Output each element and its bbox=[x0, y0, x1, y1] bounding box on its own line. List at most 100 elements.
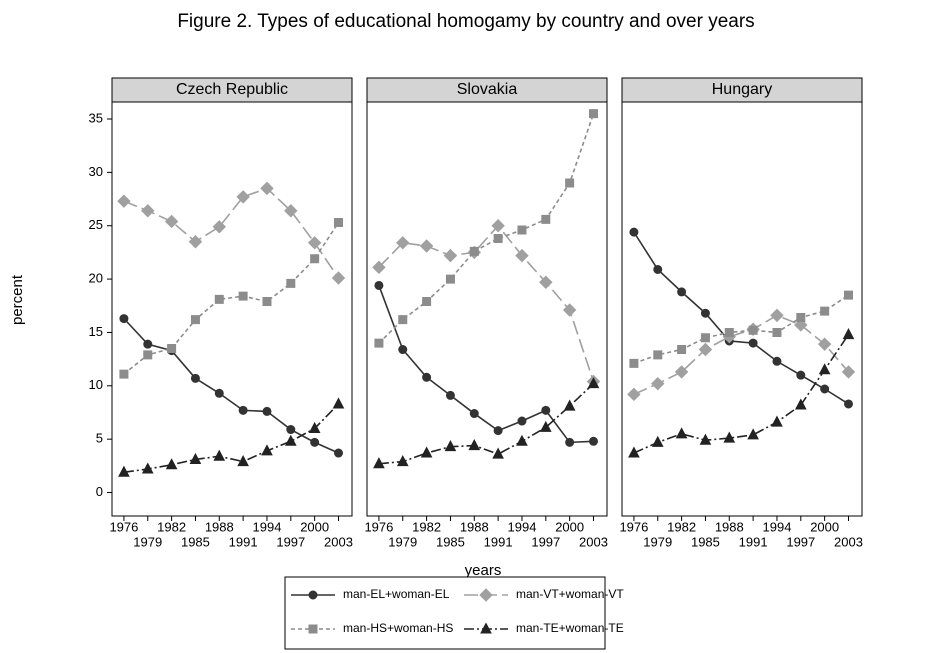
legend-label: man-EL+woman-EL bbox=[343, 587, 450, 601]
marker bbox=[143, 350, 153, 360]
panel-title: Hungary bbox=[712, 81, 772, 98]
marker bbox=[820, 306, 830, 316]
marker bbox=[262, 296, 272, 306]
series-line bbox=[633, 334, 850, 454]
legend-label: man-HS+woman-HS bbox=[343, 621, 453, 635]
x-tick-label: 1991 bbox=[484, 534, 513, 549]
marker bbox=[541, 214, 551, 224]
panel-title: Czech Republic bbox=[176, 81, 288, 98]
marker bbox=[517, 225, 527, 235]
x-tick-label: 1997 bbox=[276, 534, 305, 549]
marker bbox=[565, 437, 575, 447]
marker bbox=[843, 399, 853, 409]
marker bbox=[627, 387, 641, 402]
x-tick-label: 2003 bbox=[579, 534, 608, 549]
marker bbox=[820, 384, 830, 394]
x-tick-label: 1985 bbox=[181, 534, 210, 549]
y-tick-label: 20 bbox=[89, 271, 103, 286]
y-tick-label: 10 bbox=[89, 377, 103, 392]
x-tick-label: 1982 bbox=[667, 519, 696, 534]
marker bbox=[188, 235, 203, 249]
marker bbox=[165, 458, 178, 470]
series-line bbox=[633, 314, 850, 396]
marker bbox=[565, 178, 575, 188]
marker bbox=[374, 280, 384, 290]
marker bbox=[841, 365, 856, 379]
marker bbox=[796, 370, 806, 380]
marker bbox=[143, 339, 153, 349]
series-line bbox=[378, 285, 594, 444]
marker bbox=[308, 421, 321, 433]
marker bbox=[333, 448, 343, 458]
marker bbox=[396, 455, 409, 467]
x-tick-label: 1988 bbox=[205, 519, 234, 534]
x-tick-label: 1979 bbox=[133, 534, 162, 549]
x-tick-label: 1994 bbox=[763, 519, 792, 534]
marker bbox=[212, 220, 226, 234]
x-tick-label: 2000 bbox=[555, 519, 584, 534]
marker bbox=[771, 415, 783, 427]
marker bbox=[674, 365, 689, 379]
series-line bbox=[633, 231, 849, 405]
marker bbox=[262, 406, 272, 416]
x-tick-label: 1982 bbox=[157, 519, 186, 534]
marker bbox=[796, 313, 806, 323]
marker bbox=[261, 444, 273, 456]
marker bbox=[284, 434, 297, 446]
x-tick-label: 2003 bbox=[834, 534, 863, 549]
marker bbox=[539, 275, 553, 289]
marker bbox=[373, 457, 385, 469]
marker bbox=[541, 405, 551, 415]
x-tick-label: 1976 bbox=[619, 519, 648, 534]
marker bbox=[516, 434, 528, 446]
marker bbox=[214, 388, 224, 398]
marker bbox=[563, 399, 576, 411]
marker bbox=[117, 194, 131, 208]
marker bbox=[818, 363, 831, 375]
marker bbox=[190, 315, 200, 325]
marker bbox=[772, 327, 782, 337]
x-tick-label: 1976 bbox=[109, 519, 138, 534]
x-tick-label: 2000 bbox=[300, 519, 329, 534]
marker bbox=[398, 345, 408, 355]
legend-label: man-TE+woman-TE bbox=[516, 621, 624, 635]
legend-label: man-VT+woman-VT bbox=[516, 587, 624, 601]
marker bbox=[515, 248, 529, 263]
marker bbox=[653, 264, 663, 274]
marker bbox=[214, 294, 224, 304]
x-tick-label: 1979 bbox=[388, 534, 417, 549]
series-line bbox=[123, 403, 340, 474]
legend-marker bbox=[308, 624, 318, 634]
marker bbox=[260, 181, 274, 196]
x-tick-label: 1997 bbox=[786, 534, 815, 549]
marker bbox=[493, 234, 503, 244]
series-line bbox=[123, 187, 340, 279]
marker bbox=[517, 416, 527, 426]
marker bbox=[238, 405, 248, 415]
marker bbox=[653, 350, 663, 360]
y-axis-label: percent bbox=[9, 274, 26, 325]
series-line bbox=[378, 113, 595, 344]
marker bbox=[628, 446, 640, 458]
marker bbox=[588, 109, 598, 119]
x-tick-label: 1988 bbox=[715, 519, 744, 534]
series-line bbox=[378, 383, 595, 465]
marker bbox=[794, 398, 807, 410]
marker bbox=[469, 409, 479, 419]
marker bbox=[237, 455, 249, 467]
marker bbox=[770, 308, 784, 323]
y-tick-label: 0 bbox=[96, 484, 103, 499]
marker bbox=[190, 373, 200, 383]
marker bbox=[700, 308, 710, 318]
marker bbox=[651, 376, 665, 391]
chart-title: Figure 2. Types of educational homogamy … bbox=[177, 11, 754, 32]
marker bbox=[700, 333, 710, 343]
x-tick-label: 1988 bbox=[460, 519, 489, 534]
marker bbox=[396, 236, 410, 250]
x-tick-label: 1994 bbox=[253, 519, 282, 534]
y-tick-label: 35 bbox=[89, 110, 103, 125]
x-tick-label: 2000 bbox=[810, 519, 839, 534]
series-line bbox=[123, 222, 340, 375]
marker bbox=[468, 438, 481, 451]
